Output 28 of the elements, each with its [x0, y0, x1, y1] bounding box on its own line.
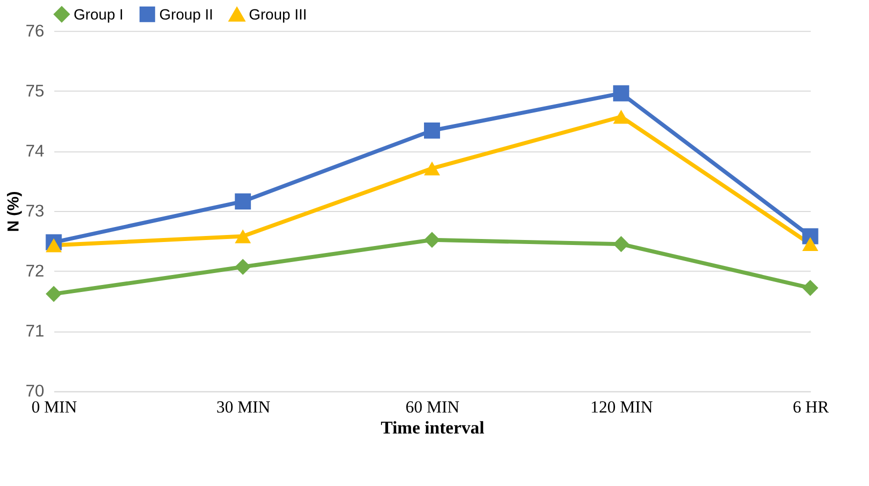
point — [613, 236, 630, 252]
x-axis-title: Time interval — [380, 418, 484, 438]
point — [424, 122, 440, 139]
legend-label: Group II — [159, 6, 214, 24]
point — [234, 258, 251, 275]
y-axis-title: N (%) — [6, 191, 23, 232]
point — [613, 85, 630, 102]
x-tick-label: 120 MIN — [590, 398, 653, 417]
point — [424, 161, 440, 176]
point — [46, 238, 62, 252]
x-tick-label: 30 MIN — [216, 398, 270, 417]
y-tick-label: 71 — [25, 322, 44, 341]
legend-label: Group III — [248, 6, 307, 24]
y-tick-label: 74 — [25, 141, 44, 160]
point — [613, 110, 630, 124]
y-tick-label: 75 — [25, 81, 44, 100]
y-tick-label: 76 — [25, 21, 44, 40]
x-tick-label: 60 MIN — [406, 398, 460, 417]
y-tick-label: 73 — [25, 202, 44, 221]
point — [234, 193, 251, 210]
point — [802, 280, 818, 296]
point — [234, 229, 251, 244]
x-tick-label: 6 HR — [792, 398, 830, 417]
point — [46, 286, 62, 302]
y-tick-label: 72 — [25, 262, 44, 281]
point — [424, 232, 440, 248]
point — [802, 237, 818, 252]
legend-label: Group I — [74, 6, 124, 24]
